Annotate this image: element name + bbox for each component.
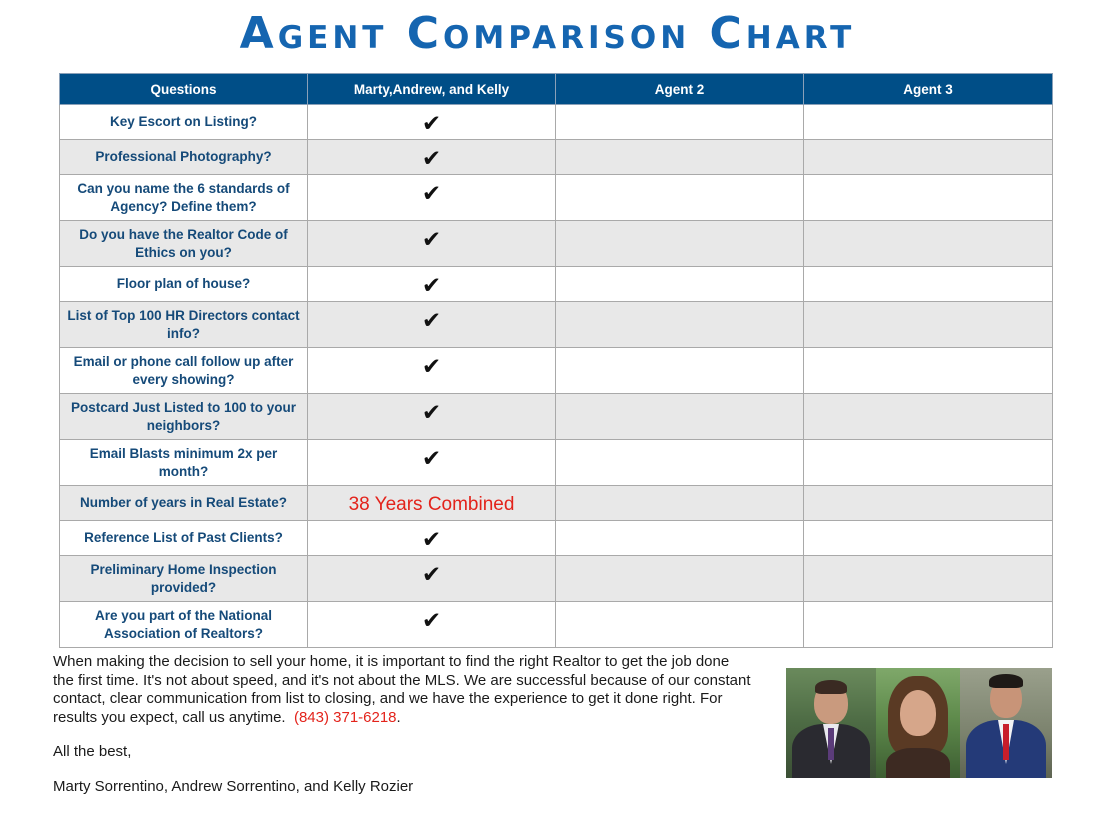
- paragraph-text: When making the decision to sell your ho…: [53, 653, 751, 726]
- agent-photo-kelly: [876, 668, 960, 778]
- agent-2-cell: [555, 139, 804, 175]
- agent-2-cell: [555, 485, 804, 521]
- signoff: All the best,: [53, 743, 132, 760]
- table-row: Professional Photography? ✔: [59, 139, 1053, 175]
- question-cell: Floor plan of house?: [59, 266, 308, 302]
- checkmark-icon: ✔: [307, 601, 556, 648]
- table-row: Reference List of Past Clients? ✔: [59, 520, 1053, 556]
- table-row: Postcard Just Listed to 100 to your neig…: [59, 393, 1053, 440]
- checkmark-icon: ✔: [307, 439, 556, 486]
- agent-3-cell: [803, 520, 1053, 556]
- agent-2-cell: [555, 393, 804, 440]
- agent-3-cell: [803, 347, 1053, 394]
- agent-2-cell: [555, 555, 804, 602]
- question-cell: Professional Photography?: [59, 139, 308, 175]
- agent-2-cell: [555, 104, 804, 140]
- checkmark-icon: ✔: [307, 174, 556, 221]
- agent-photo-marty: [786, 668, 876, 778]
- table-header-row: Questions Marty,Andrew, and Kelly Agent …: [59, 73, 1053, 105]
- table-row: Are you part of the National Association…: [59, 601, 1053, 648]
- question-cell: Reference List of Past Clients?: [59, 520, 308, 556]
- agent-3-cell: [803, 104, 1053, 140]
- question-cell: Key Escort on Listing?: [59, 104, 308, 140]
- table-row: Number of years in Real Estate? 38 Years…: [59, 485, 1053, 521]
- agent-3-cell: [803, 601, 1053, 648]
- checkmark-icon: ✔: [307, 220, 556, 267]
- agent-photos: [786, 668, 1052, 778]
- agent-2-cell: [555, 439, 804, 486]
- comparison-table: Questions Marty,Andrew, and Kelly Agent …: [59, 73, 1053, 648]
- checkmark-icon: ✔: [307, 393, 556, 440]
- agent-2-cell: [555, 347, 804, 394]
- agent-2-cell: [555, 220, 804, 267]
- agent-2-cell: [555, 520, 804, 556]
- question-cell: Email or phone call follow up after ever…: [59, 347, 308, 394]
- question-cell: Preliminary Home Inspection provided?: [59, 555, 308, 602]
- table-row: Preliminary Home Inspection provided? ✔: [59, 555, 1053, 602]
- table-row: Floor plan of house? ✔: [59, 266, 1053, 302]
- agent-3-cell: [803, 174, 1053, 221]
- question-cell: List of Top 100 HR Directors contact inf…: [59, 301, 308, 348]
- checkmark-icon: ✔: [307, 555, 556, 602]
- table-row: Email Blasts minimum 2x per month? ✔: [59, 439, 1053, 486]
- checkmark-icon: ✔: [307, 301, 556, 348]
- agent-3-cell: [803, 301, 1053, 348]
- table-row: Key Escort on Listing? ✔: [59, 104, 1053, 140]
- checkmark-icon: ✔: [307, 266, 556, 302]
- agent-3-cell: [803, 485, 1053, 521]
- question-cell: Can you name the 6 standards of Agency? …: [59, 174, 308, 221]
- agent-2-cell: [555, 266, 804, 302]
- table-row: Do you have the Realtor Code of Ethics o…: [59, 220, 1053, 267]
- paragraph-end: .: [396, 708, 401, 726]
- table-row: List of Top 100 HR Directors contact inf…: [59, 301, 1053, 348]
- question-cell: Are you part of the National Association…: [59, 601, 308, 648]
- checkmark-icon: ✔: [307, 347, 556, 394]
- agent-3-cell: [803, 555, 1053, 602]
- question-cell: Postcard Just Listed to 100 to your neig…: [59, 393, 308, 440]
- agent-3-cell: [803, 220, 1053, 267]
- agent-3-cell: [803, 139, 1053, 175]
- table-row: Can you name the 6 standards of Agency? …: [59, 174, 1053, 221]
- agent-2-cell: [555, 174, 804, 221]
- years-combined-value: 38 Years Combined: [307, 485, 556, 521]
- header-questions: Questions: [59, 73, 308, 105]
- agent-photo-andrew: [960, 668, 1052, 778]
- agent-2-cell: [555, 301, 804, 348]
- agent-2-cell: [555, 601, 804, 648]
- header-agent-2: Agent 2: [555, 73, 804, 105]
- question-cell: Email Blasts minimum 2x per month?: [59, 439, 308, 486]
- page-title: Agent Comparison Chart: [239, 8, 856, 59]
- agent-3-cell: [803, 393, 1053, 440]
- checkmark-icon: ✔: [307, 520, 556, 556]
- table-row: Email or phone call follow up after ever…: [59, 347, 1053, 394]
- agent-names: Marty Sorrentino, Andrew Sorrentino, and…: [53, 778, 414, 795]
- agent-3-cell: [803, 439, 1053, 486]
- header-agent-3: Agent 3: [803, 73, 1053, 105]
- agent-3-cell: [803, 266, 1053, 302]
- question-cell: Do you have the Realtor Code of Ethics o…: [59, 220, 308, 267]
- question-cell: Number of years in Real Estate?: [59, 485, 308, 521]
- checkmark-icon: ✔: [307, 104, 556, 140]
- intro-paragraph: When making the decision to sell your ho…: [53, 653, 753, 727]
- checkmark-icon: ✔: [307, 139, 556, 175]
- header-our-team: Marty,Andrew, and Kelly: [307, 73, 556, 105]
- phone-number[interactable]: (843) 371-6218: [293, 708, 397, 726]
